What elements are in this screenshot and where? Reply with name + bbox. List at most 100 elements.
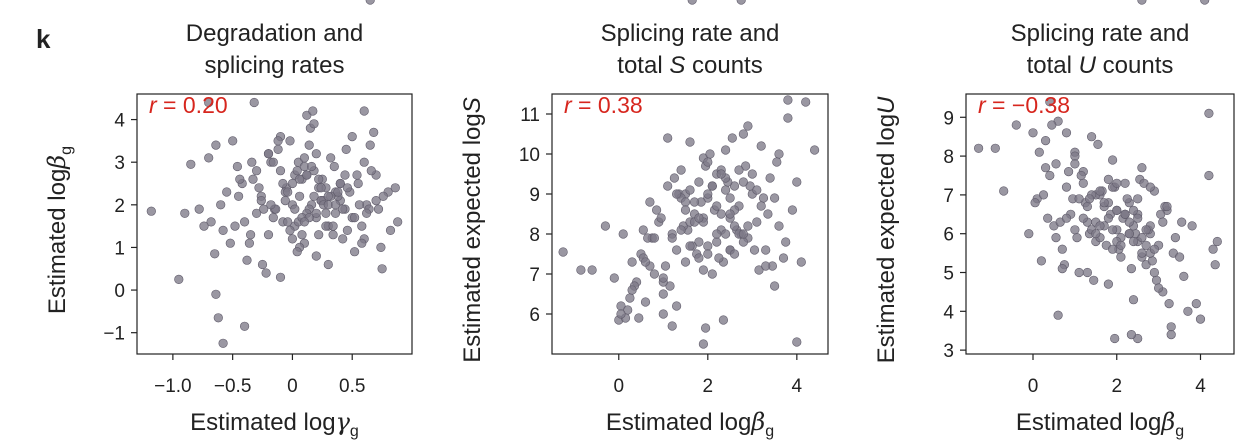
y-tick-label: 6	[529, 305, 540, 326]
data-point	[204, 153, 214, 163]
data-point	[1126, 264, 1136, 274]
data-point	[781, 237, 791, 247]
data-point	[1151, 275, 1162, 285]
data-point	[186, 159, 196, 169]
data-point	[235, 174, 245, 184]
data-point	[1212, 236, 1222, 247]
data-point	[1061, 128, 1072, 138]
x-tick-label: 0	[613, 376, 624, 397]
y-tick-label: 9	[529, 185, 540, 206]
y-axis-label: Estimated expected logS	[459, 97, 486, 363]
data-point	[1074, 194, 1084, 204]
data-point	[1133, 213, 1143, 223]
data-point	[796, 257, 806, 267]
data-point	[338, 204, 348, 214]
data-point	[618, 229, 628, 239]
data-point	[222, 187, 232, 197]
chart-title-line-1: Degradation and	[186, 20, 363, 47]
data-point	[1076, 170, 1086, 181]
data-point	[685, 241, 695, 251]
data-point	[801, 97, 811, 107]
data-point	[761, 245, 771, 255]
data-point	[705, 149, 715, 159]
data-point	[304, 140, 314, 150]
data-point	[712, 229, 722, 239]
data-point	[973, 143, 984, 153]
data-point	[769, 193, 780, 203]
y-tick-label: 8	[529, 225, 540, 246]
data-point	[772, 157, 782, 167]
y-tick-label: 4	[114, 111, 125, 132]
data-point	[328, 221, 338, 231]
data-point	[359, 106, 369, 116]
x-axis-label: Estimated logβg	[1016, 408, 1184, 440]
data-point	[376, 242, 386, 252]
data-point	[1158, 217, 1168, 227]
data-point	[256, 196, 266, 206]
data-point	[257, 259, 268, 270]
plot-frame	[551, 93, 829, 355]
data-point	[754, 265, 764, 275]
x-tick-label: 0	[287, 376, 298, 397]
data-point	[703, 249, 713, 259]
data-point	[297, 230, 307, 240]
data-point	[725, 193, 735, 203]
data-point	[290, 204, 300, 214]
data-point	[1128, 295, 1139, 305]
data-point	[1141, 240, 1151, 250]
data-point	[244, 238, 254, 248]
data-point	[1110, 333, 1120, 344]
data-point	[1128, 205, 1139, 215]
data-point	[1124, 229, 1134, 239]
data-point	[1145, 182, 1155, 192]
data-point	[390, 183, 400, 193]
data-point	[1034, 147, 1044, 157]
correlation-annotation: r = 0.20	[149, 92, 228, 118]
panel-letter: k	[36, 24, 51, 54]
data-point	[299, 153, 310, 163]
data-point	[1070, 159, 1080, 169]
data-point	[720, 229, 731, 239]
data-point	[685, 185, 695, 195]
y-tick-label: 8	[943, 147, 954, 168]
data-point	[341, 144, 351, 154]
scatter-panel-1: −1.0 −0.5 0 0.5 −1 0 1 2 3 4 r = 0.20 Degradation a…	[43, 0, 413, 440]
data-point	[651, 205, 662, 215]
data-point	[627, 257, 637, 267]
y-tick-label: 11	[520, 105, 540, 126]
data-point	[640, 297, 651, 307]
data-point	[627, 285, 637, 295]
data-point	[1036, 256, 1046, 266]
x-tick-label: 2	[1111, 376, 1122, 397]
data-point	[323, 259, 333, 270]
data-point	[232, 161, 242, 172]
y-tick-label: 7	[529, 265, 540, 286]
data-point	[292, 166, 302, 176]
data-point	[246, 230, 256, 240]
x-axis-label: Estimated logβg	[606, 408, 774, 440]
data-point	[180, 208, 190, 218]
data-point	[1061, 182, 1072, 192]
data-point	[1149, 267, 1159, 278]
data-point	[263, 230, 274, 240]
data-point	[1011, 120, 1021, 130]
data-point	[311, 149, 321, 159]
data-point	[299, 217, 310, 227]
data-point	[1089, 275, 1099, 285]
data-point	[393, 217, 403, 227]
data-point	[616, 309, 626, 319]
data-point	[1072, 233, 1082, 243]
y-tick-label: 6	[943, 225, 954, 246]
data-point	[738, 177, 749, 187]
data-point	[703, 241, 713, 251]
y-tick-label: 10	[519, 145, 540, 166]
data-point	[1133, 194, 1143, 204]
data-point	[783, 113, 793, 123]
data-point	[283, 187, 293, 197]
data-point	[680, 257, 691, 267]
data-point	[1147, 256, 1157, 266]
data-point	[273, 136, 283, 146]
data-point	[285, 225, 295, 235]
data-point	[268, 157, 278, 167]
data-point	[1112, 178, 1122, 188]
